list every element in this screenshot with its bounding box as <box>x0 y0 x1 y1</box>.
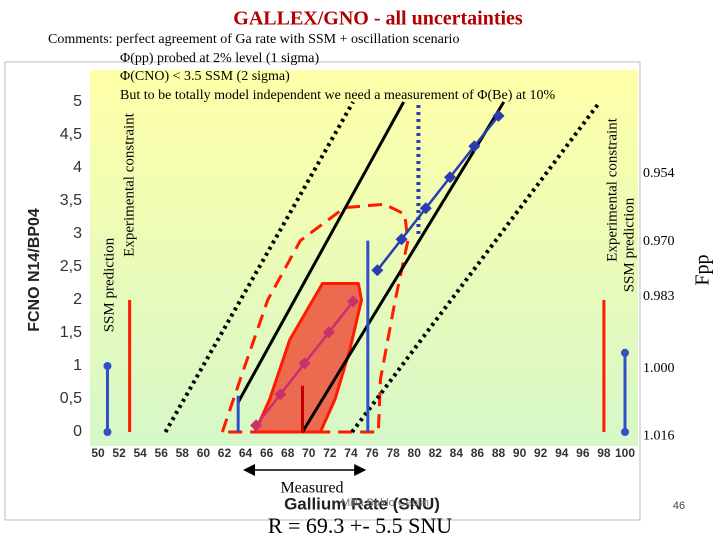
x-tick-label: 78 <box>386 446 400 460</box>
y2-axis-label: Fpp <box>692 254 714 285</box>
y-tick-label: 3,5 <box>60 192 82 209</box>
comment: But to be totally model independent we n… <box>120 88 555 103</box>
x-tick-label: 50 <box>91 446 105 460</box>
x-tick-label: 60 <box>197 446 211 460</box>
constraint-line <box>350 100 602 434</box>
y2-tick-label: 1.000 <box>643 361 675 376</box>
diamond-marker <box>298 357 311 370</box>
comment: Comments: perfect agreement of Ga rate w… <box>48 32 459 47</box>
x-tick-label: 94 <box>555 446 569 460</box>
x-tick-label: 82 <box>429 446 443 460</box>
constraint-line <box>163 101 355 433</box>
x-tick-label: 90 <box>513 446 527 460</box>
x-tick-label: 88 <box>492 446 506 460</box>
diamond-marker <box>395 233 408 246</box>
annotation: Experimental constraint <box>604 117 620 262</box>
diamond-marker <box>347 295 360 308</box>
x-tick-label: 74 <box>344 446 358 460</box>
diamond-marker <box>322 326 335 339</box>
x-tick-label: 58 <box>176 446 190 460</box>
footer: Milla Baldo Ceolin <box>341 497 429 509</box>
diamond-marker <box>444 171 457 184</box>
x-tick-label: 84 <box>450 446 464 460</box>
y-tick-label: 2 <box>73 291 82 308</box>
constraint-line <box>301 101 506 433</box>
x-tick-label: 68 <box>281 446 295 460</box>
y-tick-label: 1 <box>73 357 82 374</box>
plot-area <box>90 70 638 446</box>
y-tick-label: 4 <box>73 159 82 176</box>
x-tick-label: 70 <box>302 446 316 460</box>
title: GALLEX/GNO - all uncertainties <box>233 8 523 30</box>
annotation: SSM prediction <box>621 197 637 292</box>
constraint-line <box>220 202 410 434</box>
y2-tick-label: 0.954 <box>643 166 675 181</box>
series-line <box>376 115 500 272</box>
y-tick-label: 2,5 <box>60 258 82 275</box>
annotation: SSM prediction <box>101 237 117 332</box>
x-axis-label: Gallium Rate (SNU) <box>284 494 440 513</box>
x-tick-label: 52 <box>112 446 126 460</box>
line-end-dot <box>103 428 112 436</box>
y2-tick-label: 0.970 <box>643 234 675 249</box>
y-tick-label: 0,5 <box>60 390 82 407</box>
x-tick-label: 66 <box>260 446 274 460</box>
diamond-marker <box>419 202 432 215</box>
x-tick-label: 96 <box>576 446 590 460</box>
x-tick-label: 56 <box>155 446 169 460</box>
line-end-dot <box>103 362 112 370</box>
x-tick-label: 64 <box>239 446 253 460</box>
diamond-marker <box>492 109 505 122</box>
comment: Φ(pp) probed at 2% level (1 sigma) <box>120 51 320 66</box>
y-axis-label: FCNO N14/BP04 <box>26 208 43 332</box>
x-tick-label: 76 <box>365 446 379 460</box>
x-tick-label: 86 <box>471 446 485 460</box>
diamond-marker <box>250 419 263 432</box>
y-tick-label: 1,5 <box>60 324 82 341</box>
diamond-marker <box>274 388 287 401</box>
x-tick-label: 62 <box>218 446 232 460</box>
x-tick-label: 100 <box>615 446 635 460</box>
y-tick-label: 5 <box>73 93 82 110</box>
x-tick-label: 80 <box>408 446 422 460</box>
page-number: 46 <box>673 500 685 512</box>
x-tick-label: 92 <box>534 446 548 460</box>
y2-tick-label: 0.983 <box>643 289 675 304</box>
comment: Φ(CNO) < 3.5 SSM (2 sigma) <box>120 69 290 84</box>
result: R = 69.3 +- 5.5 SNU <box>268 513 452 538</box>
x-tick-label: 54 <box>133 446 147 460</box>
line-end-dot <box>621 348 629 357</box>
x-tick-label: 98 <box>597 446 611 460</box>
annotation: Experimental constraint <box>121 112 137 257</box>
y2-tick-label: 1.016 <box>643 428 675 443</box>
constraint-line <box>236 101 405 404</box>
x-tick-label: 72 <box>323 446 337 460</box>
diamond-marker <box>371 264 384 277</box>
measured-label: Measured <box>280 480 343 497</box>
y-tick-label: 3 <box>73 225 82 242</box>
y-tick-label: 4,5 <box>60 126 82 143</box>
diamond-marker <box>468 140 481 153</box>
y-tick-label: 0 <box>73 423 82 440</box>
line-end-dot <box>621 428 629 436</box>
